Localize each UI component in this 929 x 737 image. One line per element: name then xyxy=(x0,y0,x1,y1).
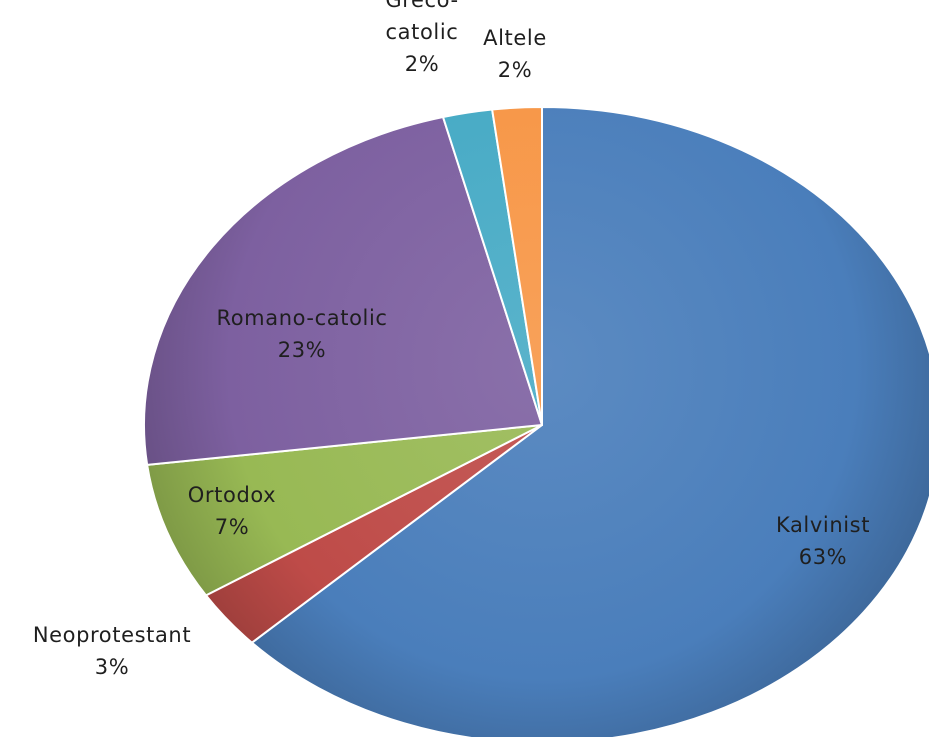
data-label-altele-line-1: Altele xyxy=(483,26,547,50)
pie-slice-kalvinist xyxy=(250,106,929,737)
data-label-kalvinist-line-1: Kalvinist xyxy=(776,513,870,537)
data-label-neoprotestant-line-1: Neoprotestant xyxy=(33,623,191,647)
data-label-greco-catolic-line-2: catolic xyxy=(386,20,459,44)
data-label-ortodox-line-2: 7% xyxy=(215,515,250,539)
data-label-greco-catolic-line-1: Greco- xyxy=(385,0,458,12)
data-label-kalvinist-line-2: 63% xyxy=(799,545,847,569)
data-label-altele-line-2: 2% xyxy=(498,58,533,82)
data-label-romano-catolic-line-1: Romano-catolic xyxy=(216,306,387,330)
data-label-neoprotestant-line-2: 3% xyxy=(95,655,130,679)
pie-slices xyxy=(143,106,929,737)
pie-slice-romano-catolic xyxy=(143,115,543,466)
data-label-greco-catolic-line-3: 2% xyxy=(405,52,440,76)
data-label-ortodox-line-1: Ortodox xyxy=(188,483,276,507)
data-label-romano-catolic-line-2: 23% xyxy=(278,338,326,362)
pie-slice-altele xyxy=(491,106,543,426)
pie-slice-ortodox xyxy=(146,424,543,597)
pie-labels: Kalvinist 63% Neoprotestant 3% Ortodox 7% Roma… xyxy=(33,0,870,679)
